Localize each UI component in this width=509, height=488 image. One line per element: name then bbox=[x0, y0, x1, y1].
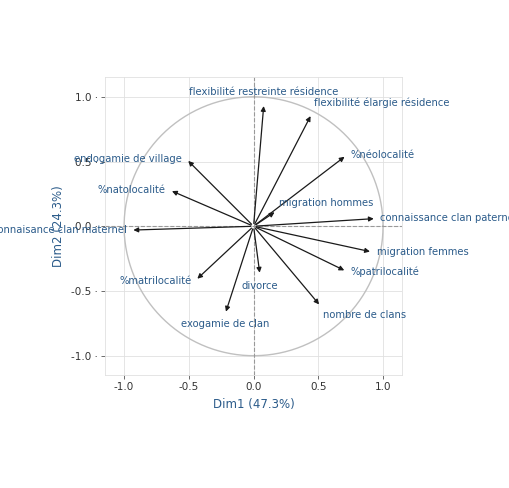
Text: flexibilité élargie résidence: flexibilité élargie résidence bbox=[315, 98, 450, 108]
Text: %natolocalité: %natolocalité bbox=[98, 185, 165, 195]
X-axis label: Dim1 (47.3%): Dim1 (47.3%) bbox=[213, 398, 294, 410]
Text: migration hommes: migration hommes bbox=[279, 198, 374, 208]
Text: migration femmes: migration femmes bbox=[377, 247, 468, 257]
Text: nombre de clans: nombre de clans bbox=[323, 310, 407, 321]
Text: connaisance clan maternel: connaisance clan maternel bbox=[0, 225, 127, 235]
Text: %néolocalité: %néolocalité bbox=[351, 150, 415, 160]
Text: endogamie de village: endogamie de village bbox=[74, 154, 182, 164]
Text: %matrilocalité: %matrilocalité bbox=[119, 276, 191, 285]
Text: %patrilocalité: %patrilocalité bbox=[351, 266, 419, 277]
Text: connaissance clan paternel: connaissance clan paternel bbox=[380, 213, 509, 224]
Text: flexibilité restreinte résidence: flexibilité restreinte résidence bbox=[189, 87, 338, 97]
Text: exogamie de clan: exogamie de clan bbox=[181, 320, 269, 329]
Text: divorce: divorce bbox=[242, 281, 278, 291]
Y-axis label: Dim2 (24.3%): Dim2 (24.3%) bbox=[52, 185, 65, 267]
